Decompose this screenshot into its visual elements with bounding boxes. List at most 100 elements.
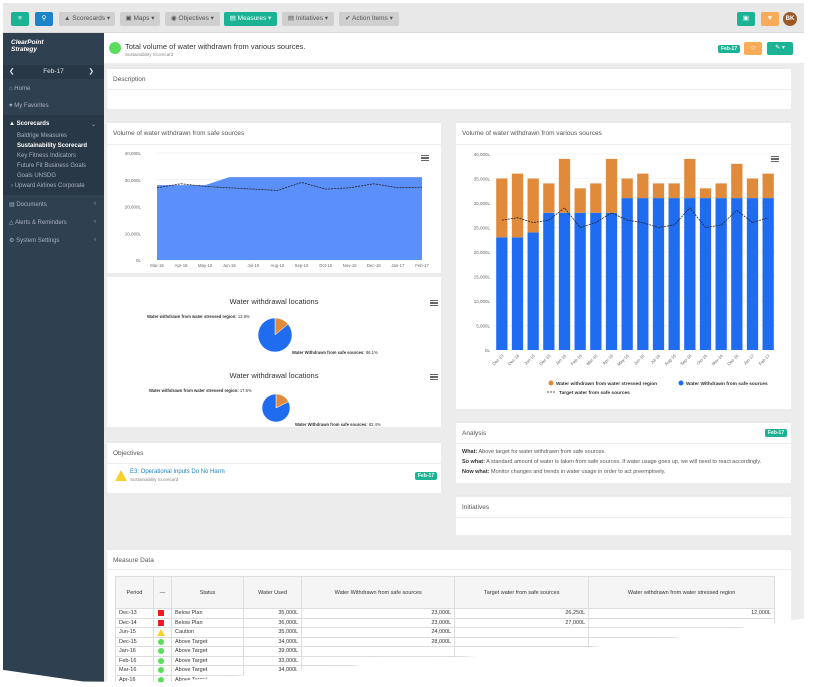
chevron-right-icon: › [11,183,13,189]
sidebar-item-documents[interactable]: ▤ Documents [9,201,47,208]
table-cell [301,665,456,676]
column-header[interactable]: Status [171,576,244,609]
filter-button[interactable]: ▼ [761,12,779,26]
bar-stressed-region [762,173,774,199]
action-items-menu[interactable]: ✔ Action Items ▾ [339,12,399,26]
top-navbar: ≡ ⚲ ▲ Scorecards ▾ ▣ Maps ▾ ◉ Objectives… [3,3,804,33]
edit-button[interactable]: ✎ ▾ [767,42,793,55]
chart-menu-icon[interactable] [430,300,438,306]
x-tick-label: Dec-13 [491,353,505,367]
chart-menu-icon[interactable] [421,155,429,161]
sidebar-item-baldrige[interactable]: Baldrige Measures [17,133,68,139]
bar-safe-sources [511,237,524,350]
stacked-bar-chart: 0L 5,000L 10,000L 15,000L 20,000L 25,000L 30,0… [474,152,776,396]
chevron-left-icon: ‹ [94,219,96,225]
sidebar-item-home[interactable]: ⌂ Home [9,86,30,92]
table-cell: 23,000L [301,617,456,628]
objectives-menu[interactable]: ◉ Objectives ▾ [165,12,220,26]
sidebar-item-favorites[interactable]: ♥ My Favorites [9,103,49,109]
y-tick-label: 5,000L [476,324,490,329]
maps-menu[interactable]: ▣ Maps ▾ [120,12,160,26]
column-header[interactable]: Target water from safe sources [454,576,590,609]
home-icon: ⌂ [9,86,13,92]
document-icon: ▤ [9,202,15,208]
sidebar-item-sustainability[interactable]: Sustainability Scorecard [17,143,88,149]
table-row[interactable]: Apr-16 Above Target [115,674,775,683]
sidebar-item-settings[interactable]: ⚙ System Settings [9,237,59,244]
table-cell: Above Target [171,646,244,657]
measures-menu-label: Measures [237,15,267,22]
period-label[interactable]: Feb-17 [43,68,64,75]
sidebar-item-alerts[interactable]: △ Alerts & Reminders [9,219,67,226]
x-tick-label: Mar-16 [150,263,164,268]
table-cell [588,665,775,676]
bar-safe-sources [731,198,743,350]
map-icon: ▣ [125,15,132,22]
table-cell: Above Target [171,655,244,666]
sidebar-item-fitness[interactable]: Key Fitness Indicators [17,153,77,159]
scorecard-icon: ▲ [64,15,71,22]
table-cell [153,674,172,683]
table-row[interactable]: Dec-15 Above Target 34,000L 28,000L [115,636,775,647]
measures-menu[interactable]: ▤ Measures ▾ [224,12,277,26]
table-row[interactable]: Dec-13 Below Plan 35,000L 23,000L 26,250L 12,… [115,608,775,619]
search-button[interactable]: ⚲ [35,12,53,26]
x-tick-label: Jun-15 [523,353,536,366]
table-row[interactable]: Feb-16 Above Target 33,000L [115,655,775,666]
next-period-icon[interactable]: ❯ [88,68,94,75]
column-header[interactable]: Water Used [242,576,303,609]
initiatives-menu-label: Initiatives [295,15,323,22]
status-circle-icon [158,676,164,683]
table-cell [153,646,172,657]
previous-period-icon[interactable]: ❮ [9,68,15,75]
objective-link[interactable]: E3: Operational Inputs Do No Harm [130,469,225,475]
pie1-value-a: 13.9% [237,314,250,319]
scorecards-menu[interactable]: ▲ Scorecards ▾ [59,12,115,26]
table-cell: Above Target [171,674,244,683]
pie2-value-b: 82.4% [368,422,381,427]
column-header[interactable]: Period [115,576,154,609]
star-icon: ☆ [749,45,757,52]
pie2-label-b: Water Withdrawn from safe sources: 82.4% [295,422,381,427]
status-indicator [109,42,121,54]
y-tick-label: 10,000L [474,299,491,304]
column-header[interactable]: Water Withdrawn from safe sources [301,576,456,609]
sidebar-item-unsdg[interactable]: Goals UNSDG [17,173,57,179]
sidebar-upward-label: Upward Airlines Corporate [14,183,85,189]
objectives-panel: Objectives E3: Operational Inputs Do No … [107,441,441,493]
sidebar-item-scorecards[interactable]: ▲ Scorecards [9,121,49,127]
table-row[interactable]: Dec-14 Below Plan 36,000L 23,000L 27,000L [115,617,775,628]
table-row[interactable]: Jan-16 Above Target 39,000L [115,646,775,657]
bar-safe-sources [527,232,539,350]
objective-badge: Feb-17 [415,472,438,480]
pie2-value-a: 17.6% [239,388,252,393]
pie1-value-b: 86.1% [365,350,378,355]
table-row[interactable]: Mar-16 Above Target 34,000L [115,665,775,676]
initiatives-menu[interactable]: ▤ Initiatives ▾ [282,12,334,26]
avatar[interactable]: BK [783,12,797,26]
pie1-label-b-text: Water Withdrawn from safe sources: [292,350,365,355]
lock-button[interactable]: ▣ [737,12,755,26]
sidebar: ClearPoint Strategy ❮ Feb-17 ❯ ⌂ Home ♥ M… [3,33,104,683]
pie-slice [257,317,293,353]
favorite-button[interactable]: ☆ [744,42,762,55]
chart-menu-icon[interactable] [771,156,779,162]
column-header[interactable]: Water withdrawn from water stressed regi… [588,576,775,609]
initiatives-icon: ▤ [287,15,295,22]
column-header[interactable]: — [153,576,172,609]
logo-line-2: Strategy [11,46,38,53]
menu-toggle-button[interactable]: ≡ [11,12,29,26]
bar-safe-sources [762,198,774,350]
table-row[interactable]: Jun-15 Caution 35,000L 24,000L [115,627,775,638]
table-cell [153,617,172,628]
table-cell: 12,000L [588,608,775,619]
sidebar-item-futurefit[interactable]: Future Fit Business Goals [17,163,87,169]
table-cell: 27,000L [454,617,590,628]
measure-data-panel: Measure Data Period — Status Water Used Wate… [107,548,791,683]
sidebar-item-upward[interactable]: › Upward Airlines Corporate [11,183,85,189]
x-tick-label: Jun-16 [223,263,237,268]
x-tick-label: Aug-16 [664,353,678,367]
table-cell: Caution [171,627,244,638]
chart-menu-icon[interactable] [430,374,438,380]
pie1-label-a: Water withdrawn from water stressed regi… [147,314,250,319]
